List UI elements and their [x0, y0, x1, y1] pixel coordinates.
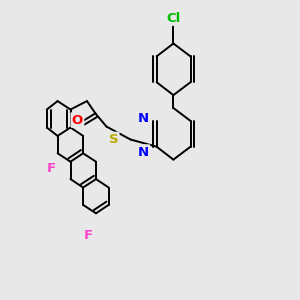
Text: F: F	[46, 162, 56, 175]
Text: O: O	[72, 113, 83, 127]
Text: Cl: Cl	[166, 11, 181, 25]
Text: N: N	[138, 112, 149, 125]
Text: F: F	[84, 229, 93, 242]
Text: N: N	[138, 146, 149, 159]
Text: S: S	[109, 133, 118, 146]
